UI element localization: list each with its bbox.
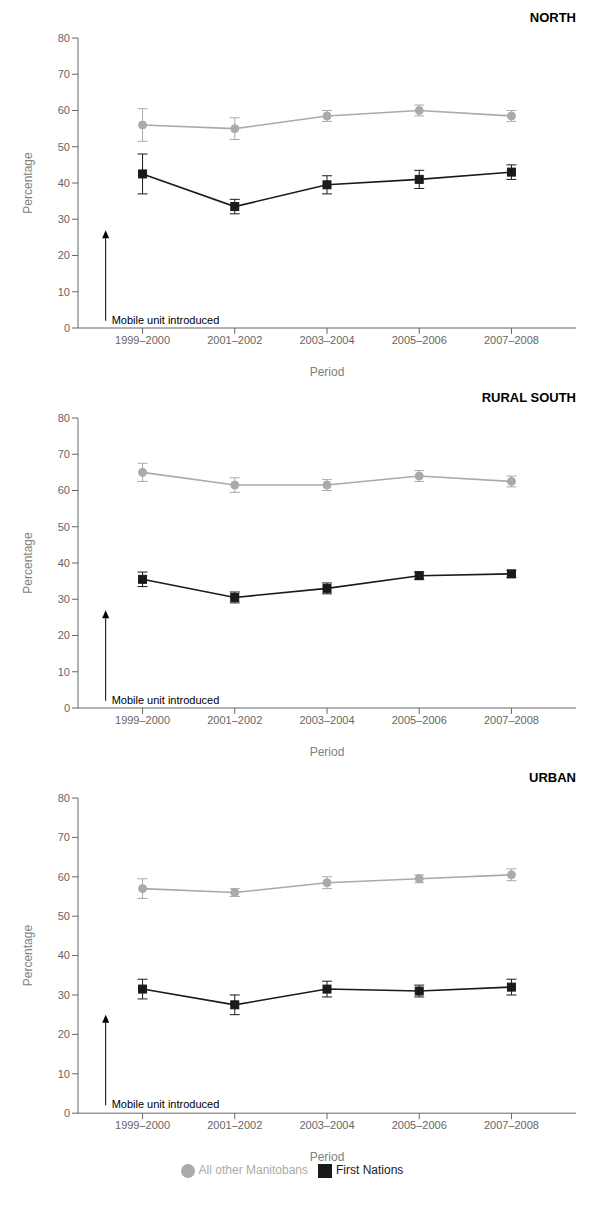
svg-text:2007–2008: 2007–2008: [484, 1119, 539, 1131]
svg-text:30: 30: [58, 989, 70, 1001]
html-text:RURAL SOUTH: RURAL SOUTH: [481, 390, 576, 405]
svg-text:Period: Period: [310, 365, 345, 379]
svg-text:70: 70: [58, 831, 70, 843]
svg-text:60: 60: [58, 104, 70, 116]
html-text:NORTH: NORTH: [529, 10, 576, 25]
svg-text:Mobile unit introduced: Mobile unit introduced: [112, 694, 220, 706]
svg-text:1999–2000: 1999–2000: [115, 714, 170, 726]
svg-text:2003–2004: 2003–2004: [299, 714, 354, 726]
svg-text:50: 50: [58, 910, 70, 922]
svg-text:10: 10: [58, 1068, 70, 1080]
svg-text:50: 50: [58, 521, 70, 533]
svg-text:20: 20: [58, 1028, 70, 1040]
svg-text:2007–2008: 2007–2008: [484, 334, 539, 346]
svg-text:0: 0: [64, 322, 70, 334]
svg-text:Period: Period: [310, 1150, 345, 1164]
svg-text:80: 80: [58, 412, 70, 424]
svg-text:2001–2002: 2001–2002: [207, 334, 262, 346]
svg-text:80: 80: [58, 32, 70, 44]
svg-text:60: 60: [58, 484, 70, 496]
svg-text:Percentage: Percentage: [21, 152, 35, 214]
svg-text:Period: Period: [310, 745, 345, 759]
svg-text:2005–2006: 2005–2006: [392, 714, 447, 726]
svg-text:Mobile unit introduced: Mobile unit introduced: [112, 314, 220, 326]
svg-text:2001–2002: 2001–2002: [207, 1119, 262, 1131]
svg-text:2005–2006: 2005–2006: [392, 1119, 447, 1131]
svg-text:Percentage: Percentage: [21, 532, 35, 594]
svg-text:2005–2006: 2005–2006: [392, 334, 447, 346]
svg-text:1999–2000: 1999–2000: [115, 1119, 170, 1131]
svg-text:0: 0: [64, 702, 70, 714]
svg-text:20: 20: [58, 629, 70, 641]
svg-text:2001–2002: 2001–2002: [207, 714, 262, 726]
svg-text:2007–2008: 2007–2008: [484, 714, 539, 726]
svg-text:2003–2004: 2003–2004: [299, 1119, 354, 1131]
svg-text:10: 10: [58, 666, 70, 678]
svg-text:60: 60: [58, 871, 70, 883]
svg-text:40: 40: [58, 557, 70, 569]
svg-text:80: 80: [58, 792, 70, 804]
svg-text:1999–2000: 1999–2000: [115, 334, 170, 346]
svg-text:30: 30: [58, 593, 70, 605]
svg-text:Mobile unit introduced: Mobile unit introduced: [112, 1098, 220, 1110]
svg-text:40: 40: [58, 177, 70, 189]
svg-text:40: 40: [58, 949, 70, 961]
html-text:First Nations: First Nations: [336, 1163, 404, 1178]
html-text:All other Manitobans: All other Manitobans: [198, 1163, 308, 1178]
svg-text:70: 70: [58, 68, 70, 80]
html-text:URBAN: URBAN: [529, 770, 576, 785]
svg-text:10: 10: [58, 286, 70, 298]
svg-text:2003–2004: 2003–2004: [299, 334, 354, 346]
svg-text:50: 50: [58, 141, 70, 153]
svg-text:30: 30: [58, 213, 70, 225]
svg-text:20: 20: [58, 249, 70, 261]
svg-text:Percentage: Percentage: [21, 925, 35, 987]
svg-text:0: 0: [64, 1107, 70, 1119]
svg-text:70: 70: [58, 448, 70, 460]
